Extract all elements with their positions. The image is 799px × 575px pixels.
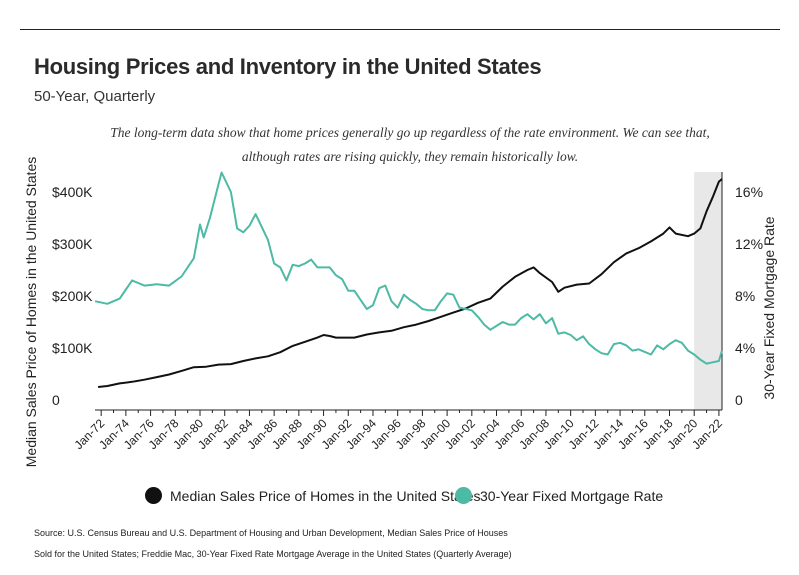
source-line-1: Source: U.S. Census Bureau and U.S. Depa… <box>34 528 508 538</box>
legend-dot-rate <box>455 487 472 504</box>
y-right-axis-title: 30-Year Fixed Mortgage Rate <box>761 216 777 399</box>
legend-item-rate: 30-Year Fixed Mortgage Rate <box>455 487 663 504</box>
legend-label-rate: 30-Year Fixed Mortgage Rate <box>480 487 664 504</box>
series-line-rate <box>94 171 723 365</box>
y-right-tick-label: 8% <box>735 288 755 304</box>
description-line-1: The long-term data show that home prices… <box>110 125 710 140</box>
top-rule <box>20 29 780 30</box>
y-left-tick-label: $400K <box>52 184 93 200</box>
y-left-tick-label: $100K <box>52 340 93 356</box>
chart-subtitle: 50-Year, Quarterly <box>34 88 156 105</box>
source-note: Source: U.S. Census Bureau and U.S. Depa… <box>34 523 512 565</box>
y-right-tick-label: 0 <box>735 392 743 408</box>
chart-title: Housing Prices and Inventory in the Unit… <box>34 54 542 79</box>
y-right-tick-label: 12% <box>735 236 763 252</box>
legend-label-price: Median Sales Price of Homes in the Unite… <box>170 487 481 504</box>
y-left-tick-label: $300K <box>52 236 93 252</box>
y-left-tick-label: 0 <box>52 392 60 408</box>
y-left-axis-title: Median Sales Price of Homes in the Unite… <box>23 157 39 468</box>
chart-description: The long-term data show that home prices… <box>60 121 760 169</box>
legend: Median Sales Price of Homes in the Unite… <box>0 487 799 507</box>
y-right-tick-label: 4% <box>735 340 755 356</box>
description-line-2: although rates are rising quickly, they … <box>241 149 579 164</box>
highlight-region <box>694 172 722 410</box>
source-line-2: Sold for the United States; Freddie Mac,… <box>34 549 512 559</box>
legend-item-price: Median Sales Price of Homes in the Unite… <box>145 487 481 504</box>
series-line-price <box>97 178 723 388</box>
legend-dot-price <box>145 487 162 504</box>
y-left-tick-label: $200K <box>52 288 93 304</box>
y-right-tick-label: 16% <box>735 184 763 200</box>
